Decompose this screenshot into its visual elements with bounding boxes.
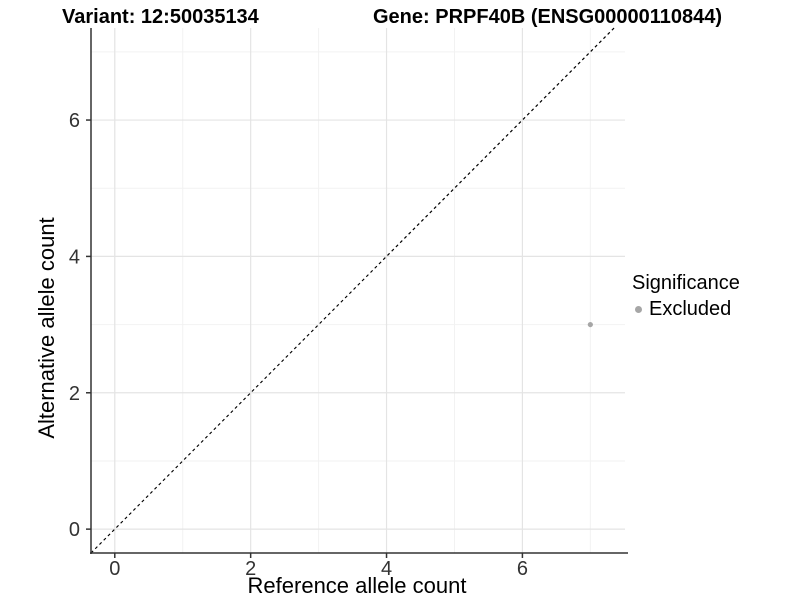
- x-tick-label: 2: [245, 558, 256, 580]
- legend-key-dot: [635, 306, 642, 313]
- y-tick-label: 6: [69, 110, 80, 132]
- x-axis-title: Reference allele count: [247, 573, 467, 598]
- legend: Significance Excluded: [632, 271, 740, 321]
- legend-entry-excluded: Excluded: [632, 298, 740, 321]
- identity-line: [90, 27, 615, 554]
- legend-entry-label: Excluded: [649, 298, 732, 320]
- plot-title-gene: Gene: PRPF40B (ENSG00000110844): [373, 6, 723, 28]
- plot-title-variant: Variant: 12:50035134: [62, 6, 259, 28]
- y-tick-label: 4: [69, 246, 80, 268]
- data-point: [587, 321, 593, 328]
- x-tick-label: 4: [381, 558, 392, 580]
- plot-title: Variant: 12:50035134 Gene: PRPF40B (ENSG…: [0, 6, 800, 30]
- legend-title: Significance: [632, 272, 740, 294]
- y-tick-label: 2: [69, 383, 80, 405]
- y-tick-label: 0: [69, 519, 80, 541]
- x-tick-label: 6: [517, 558, 528, 580]
- x-tick-label: 0: [109, 558, 120, 580]
